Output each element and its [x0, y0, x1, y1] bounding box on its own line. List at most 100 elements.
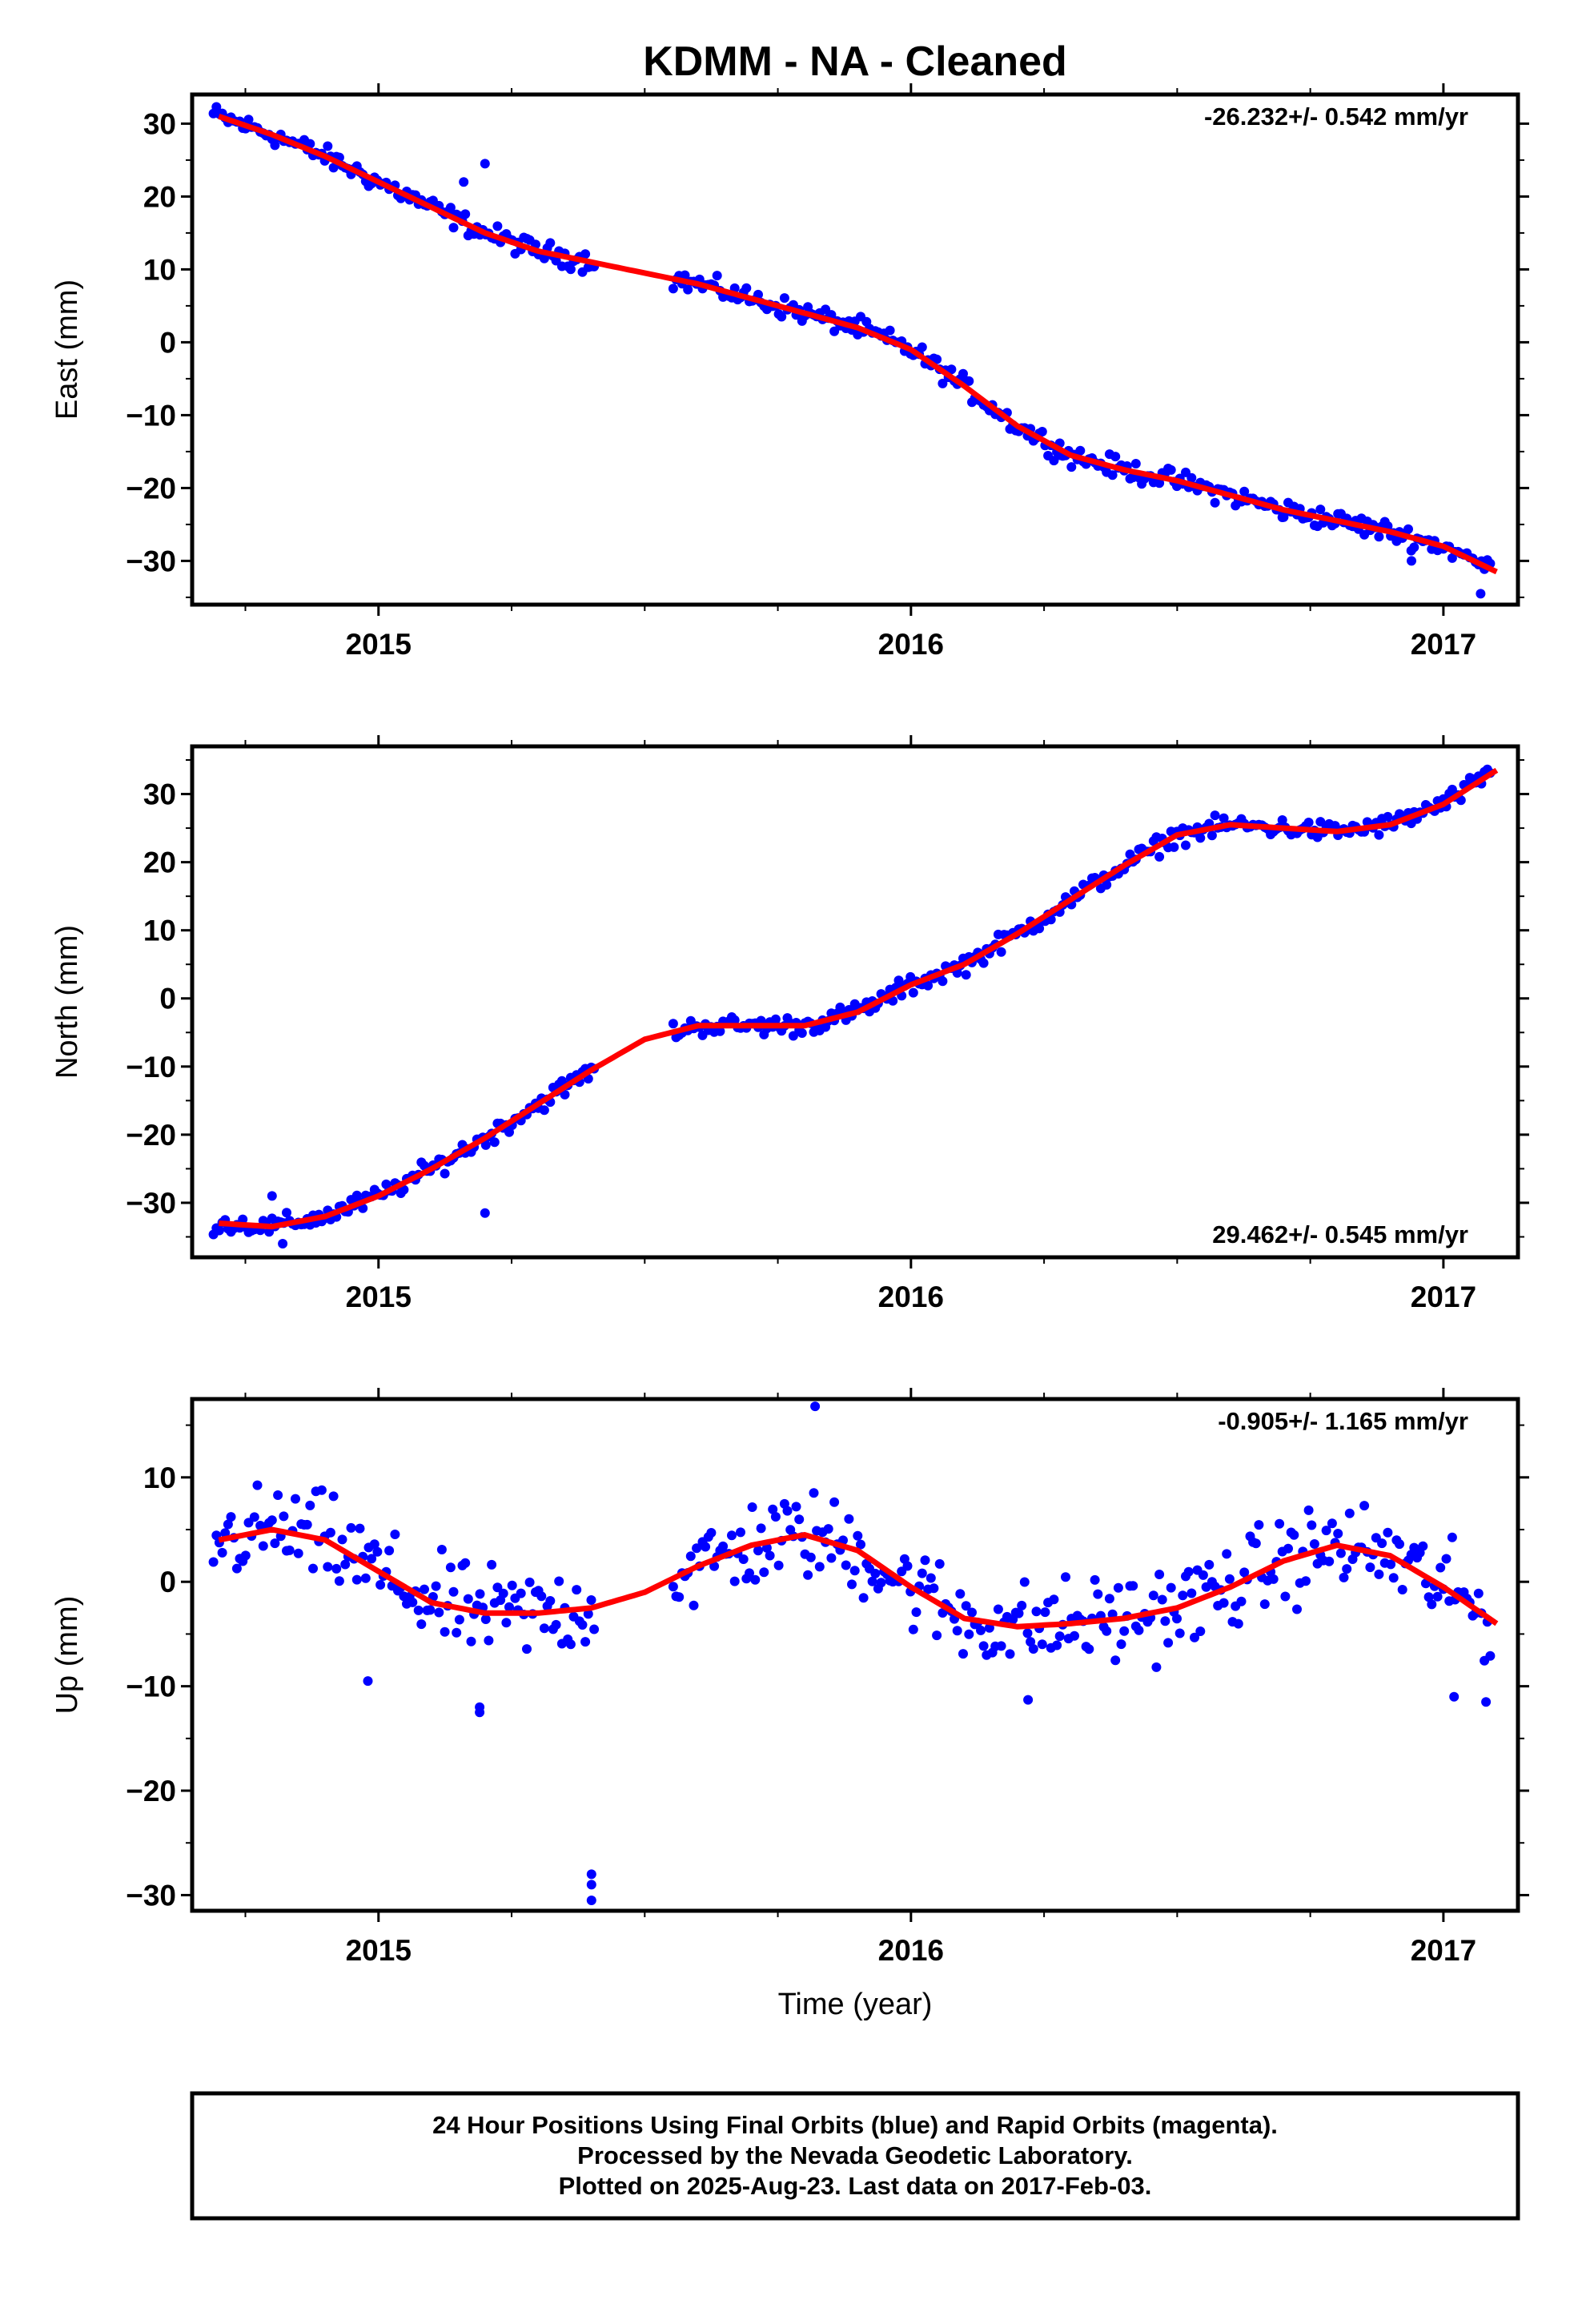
- data-point: [323, 141, 333, 151]
- data-point: [1207, 830, 1217, 841]
- data-point: [420, 1584, 429, 1594]
- data-point: [958, 1649, 968, 1659]
- data-point: [1403, 524, 1413, 534]
- data-point: [1344, 1508, 1355, 1518]
- data-point: [1116, 1639, 1126, 1650]
- data-point: [1383, 1527, 1393, 1538]
- data-point: [273, 1490, 283, 1500]
- data-point: [805, 1552, 816, 1562]
- data-point: [1275, 1518, 1285, 1529]
- data-point: [685, 1551, 696, 1562]
- data-point: [759, 1567, 769, 1578]
- data-point: [870, 1568, 881, 1578]
- data-point: [238, 1214, 248, 1224]
- data-point: [346, 1522, 356, 1533]
- data-point: [770, 1014, 781, 1024]
- chart-title: KDMM - NA - Cleaned: [643, 38, 1067, 85]
- outlier-point: [1481, 1697, 1492, 1707]
- data-point: [856, 1539, 865, 1550]
- data-point: [1163, 1638, 1174, 1648]
- data-point: [293, 1548, 303, 1558]
- data-point: [413, 1605, 424, 1615]
- data-point: [1222, 1549, 1232, 1559]
- data-point: [1374, 532, 1384, 542]
- data-point: [756, 1523, 766, 1534]
- data-point: [440, 1626, 450, 1637]
- data-point: [1423, 1592, 1434, 1602]
- data-point: [484, 1635, 494, 1646]
- data-point: [680, 270, 690, 280]
- data-point: [750, 1574, 761, 1585]
- outlier-point: [1407, 556, 1416, 566]
- outlier-point: [267, 1191, 277, 1201]
- data-point: [738, 1554, 749, 1564]
- data-point: [1183, 1566, 1194, 1577]
- data-point: [305, 1500, 315, 1510]
- footer-box: [190, 2091, 1520, 2221]
- data-point: [841, 1560, 851, 1570]
- data-point: [539, 1623, 549, 1634]
- data-point: [1110, 1655, 1121, 1666]
- data-point: [753, 1546, 763, 1556]
- footer-line-3: Plotted on 2025-Aug-23. Last data on 201…: [559, 2172, 1152, 2200]
- data-point: [689, 1600, 699, 1610]
- data-point: [826, 1553, 837, 1563]
- y-tick-label: 20: [143, 180, 176, 213]
- data-point: [1210, 810, 1220, 821]
- data-point: [1239, 486, 1250, 497]
- data-point: [952, 1626, 962, 1636]
- data-point: [908, 1624, 918, 1634]
- data-point: [1157, 1594, 1167, 1605]
- data-point: [536, 1591, 547, 1602]
- data-point: [372, 1546, 383, 1557]
- data-point: [1283, 1543, 1293, 1554]
- data-point: [516, 1588, 526, 1598]
- data-point: [208, 1557, 219, 1567]
- fit-line: [218, 1526, 1499, 1630]
- data-point: [524, 1577, 535, 1587]
- data-point: [580, 1637, 591, 1647]
- y-tick-label: 10: [143, 253, 176, 286]
- data-point: [1236, 1596, 1247, 1606]
- data-point: [1174, 1628, 1185, 1638]
- data-point: [390, 1530, 400, 1539]
- data-point: [1195, 833, 1206, 843]
- data-point: [923, 980, 934, 991]
- data-point: [408, 1597, 418, 1607]
- data-point: [1019, 1577, 1030, 1587]
- data-point: [1061, 1572, 1070, 1582]
- data-point: [436, 1545, 447, 1554]
- x-tick-label: 2015: [346, 628, 412, 661]
- data-point: [1128, 1581, 1138, 1591]
- x-tick-label: 2015: [346, 1281, 412, 1313]
- outlier-point: [810, 1401, 821, 1412]
- data-point: [539, 253, 549, 263]
- x-tick-label: 2016: [878, 1281, 944, 1313]
- data-point: [978, 958, 989, 968]
- data-point: [551, 1619, 561, 1630]
- data-point: [460, 1558, 471, 1568]
- data-point: [674, 1592, 685, 1602]
- data-point: [316, 1485, 327, 1495]
- data-point: [1441, 1554, 1452, 1564]
- series-daily-positions: [208, 102, 1496, 599]
- data-point: [331, 1563, 342, 1574]
- data-point: [445, 203, 456, 213]
- data-point: [788, 1031, 798, 1041]
- y-tick-label: −30: [126, 545, 176, 577]
- data-point: [967, 1607, 977, 1618]
- data-point: [240, 1550, 251, 1561]
- data-point: [325, 1527, 335, 1538]
- data-point: [741, 283, 752, 293]
- data-point: [1409, 542, 1419, 553]
- fit-line: [219, 767, 1499, 1230]
- data-point: [1049, 1594, 1059, 1605]
- data-point: [706, 1528, 717, 1538]
- data-point: [1315, 505, 1326, 515]
- data-point: [745, 1568, 754, 1578]
- data-point: [1134, 1625, 1144, 1635]
- data-point: [1335, 1548, 1346, 1558]
- footer-line-1: 24 Hour Positions Using Final Orbits (bl…: [432, 2111, 1278, 2139]
- data-point: [1154, 478, 1165, 489]
- plot-frame: [190, 744, 1520, 1260]
